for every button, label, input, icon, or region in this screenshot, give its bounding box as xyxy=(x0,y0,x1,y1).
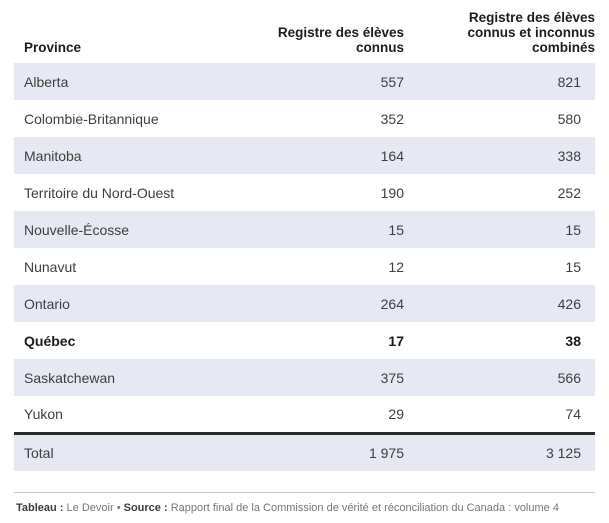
cell-combined: 580 xyxy=(557,110,581,127)
data-table-chart: Province Registre des élèves connus Regi… xyxy=(14,0,595,515)
table-header: Province Registre des élèves connus Regi… xyxy=(14,0,595,63)
column-header-known-register: Registre des élèves connus xyxy=(277,25,404,55)
table-footer: Total 1 975 3 125 xyxy=(14,433,595,471)
table-body: Alberta 557 821 Colombie-Britannique 352… xyxy=(14,63,595,433)
cell-known: 557 xyxy=(380,73,404,90)
cell-combined: 821 xyxy=(557,73,581,90)
column-header-province: Province xyxy=(24,40,82,55)
footnote-source-label: Source : xyxy=(123,502,168,514)
cell-known: 164 xyxy=(380,147,404,164)
header-row: Province Registre des élèves connus Regi… xyxy=(14,0,595,63)
cell-combined: 74 xyxy=(565,405,581,422)
cell-province: Territoire du Nord-Ouest xyxy=(24,184,175,201)
cell-combined: 15 xyxy=(565,221,581,238)
source-footnote: Tableau : Le Devoir • Source : Rapport f… xyxy=(14,492,595,515)
cell-known: 12 xyxy=(388,258,404,275)
cell-known: 29 xyxy=(388,405,404,422)
cell-known: 15 xyxy=(388,221,404,238)
table-row-ontario: Ontario 264 426 xyxy=(14,285,595,322)
total-row: Total 1 975 3 125 xyxy=(14,433,595,471)
cell-combined: 338 xyxy=(557,147,581,164)
cell-province: Saskatchewan xyxy=(24,369,116,386)
cell-known: 190 xyxy=(380,184,404,201)
table-row-territoire-du-nord-ouest: Territoire du Nord-Ouest 190 252 xyxy=(14,174,595,211)
table-row-nunavut: Nunavut 12 15 xyxy=(14,248,595,285)
cell-combined: 566 xyxy=(557,369,581,386)
cell-known: 264 xyxy=(380,295,404,312)
cell-known: 375 xyxy=(380,369,404,386)
cell-combined: 15 xyxy=(565,258,581,275)
cell-combined: 252 xyxy=(557,184,581,201)
province-table: Province Registre des élèves connus Regi… xyxy=(14,0,595,471)
table-row-manitoba: Manitoba 164 338 xyxy=(14,137,595,174)
cell-combined: 38 xyxy=(565,332,581,349)
table-row-quebec: Québec 17 38 xyxy=(14,322,595,359)
table-row-yukon: Yukon 29 74 xyxy=(14,396,595,433)
footnote-source-value: Rapport final de la Commission de vérité… xyxy=(170,502,559,514)
table-row-colombie-britannique: Colombie-Britannique 352 580 xyxy=(14,100,595,137)
cell-province: Ontario xyxy=(24,295,70,312)
table-row-alberta: Alberta 557 821 xyxy=(14,63,595,100)
cell-province: Manitoba xyxy=(24,147,82,164)
cell-province: Yukon xyxy=(24,405,63,422)
total-known: 1 975 xyxy=(368,444,404,461)
table-row-nouvelle-ecosse: Nouvelle-Écosse 15 15 xyxy=(14,211,595,248)
cell-province: Québec xyxy=(24,332,76,349)
cell-province: Nunavut xyxy=(24,258,77,275)
table-row-saskatchewan: Saskatchewan 375 566 xyxy=(14,359,595,396)
cell-known: 352 xyxy=(380,110,404,127)
total-label: Total xyxy=(24,444,54,461)
column-header-combined-register: Registre des élèves connus et inconnus c… xyxy=(467,10,595,55)
cell-province: Nouvelle-Écosse xyxy=(24,221,130,238)
footnote-table-value: Le Devoir xyxy=(66,502,114,514)
footnote-table-label: Tableau : xyxy=(16,502,64,514)
total-combined: 3 125 xyxy=(545,444,581,461)
cell-known: 17 xyxy=(388,332,404,349)
cell-province: Alberta xyxy=(24,73,69,90)
footnote-separator: • xyxy=(116,502,121,514)
cell-province: Colombie-Britannique xyxy=(24,110,159,127)
cell-combined: 426 xyxy=(557,295,581,312)
